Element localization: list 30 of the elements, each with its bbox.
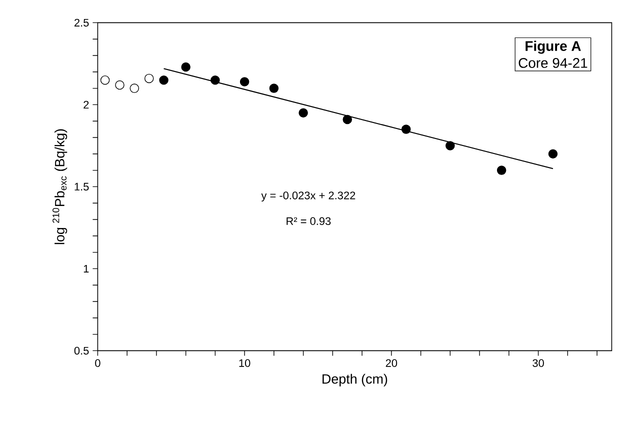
x-tick-label: 10 [239, 359, 250, 367]
y-tick-label: 1 [84, 264, 89, 272]
x-tick-label: 20 [386, 359, 398, 367]
x-axis-title: Depth (cm) [322, 374, 388, 386]
point [342, 114, 352, 124]
annotation: y = -0.023x + 2.322 [261, 192, 356, 202]
point [115, 80, 124, 90]
point [130, 84, 140, 93]
point [401, 124, 411, 134]
x-tick-label: 30 [532, 359, 544, 367]
point [210, 75, 220, 85]
point [100, 75, 110, 85]
point [446, 141, 455, 150]
y-tick-label: 0.5 [74, 346, 89, 355]
point [159, 75, 168, 85]
annotation: R² = 0.93 [286, 217, 331, 226]
point [240, 77, 250, 86]
y-tick-label: 2 [84, 100, 89, 109]
point [181, 62, 190, 72]
point [144, 74, 154, 84]
text: Figure A [526, 40, 581, 54]
point [496, 166, 506, 175]
point [269, 84, 279, 93]
x-tick-label: 0 [95, 359, 100, 367]
y-tick-label: 1.5 [74, 182, 89, 191]
text: Core 94-21 [518, 58, 588, 68]
point [548, 149, 558, 159]
point [298, 108, 308, 118]
y-tick-label: 2.5 [74, 18, 89, 27]
y-axis-title: log $^{210}$Pb$_{exc}$ (Bq/kg) [52, 129, 68, 244]
